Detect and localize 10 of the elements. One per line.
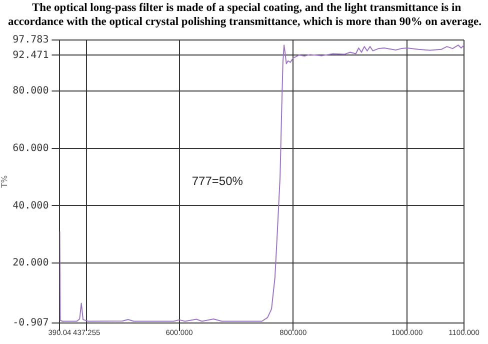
y-tick-label: 20.000 [12,258,49,269]
y-tick-label: 80.000 [12,86,49,97]
annotation: 777=50% [192,174,244,188]
chart-title: The optical long-pass filter is made of a special coating, and the light transmittance is in accordance with the optical crystal polishing transmittance, which is more than 90% on average. [7,1,482,30]
y-tick-label: 40.000 [12,200,49,212]
y-axis-title: T% [0,174,9,189]
y-tick-label: 92.471 [12,50,49,61]
y-tick-label: 97.783 [12,34,49,46]
y-tick-label: -0.907 [12,318,49,329]
y-tick-label: 60.000 [12,142,49,154]
